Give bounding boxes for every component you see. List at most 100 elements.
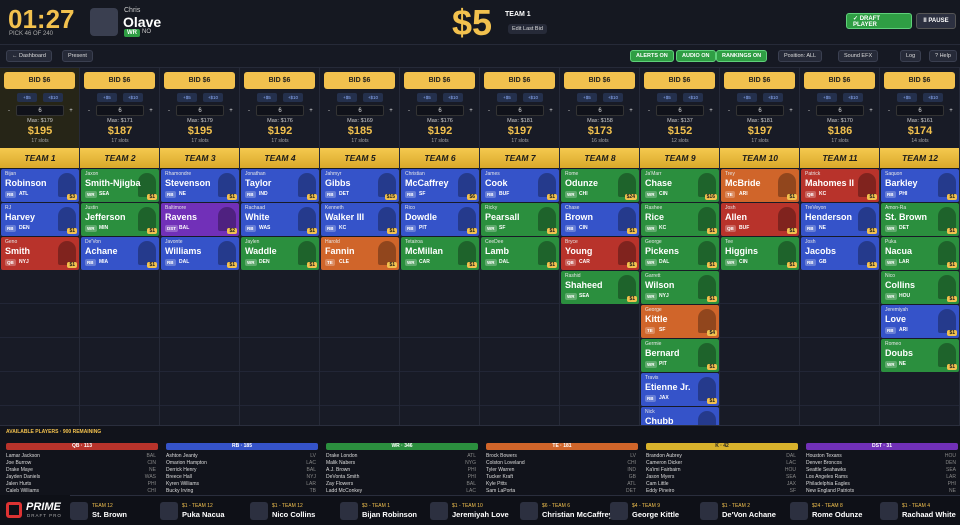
bid-input[interactable]: 6	[896, 105, 944, 116]
available-player[interactable]: Jason Myers SEA	[646, 474, 796, 480]
bid-input[interactable]: 6	[336, 105, 384, 116]
sound-efx[interactable]: Sound EFX	[838, 50, 879, 62]
minus-button[interactable]: -	[248, 107, 250, 114]
available-player[interactable]: Tucker Kraft GB	[486, 474, 636, 480]
plus10-button[interactable]: +$10	[603, 93, 623, 102]
bid-input[interactable]: 6	[16, 105, 64, 116]
bid-input[interactable]: 6	[416, 105, 464, 116]
plus10-button[interactable]: +$10	[43, 93, 63, 102]
bid-input[interactable]: 6	[816, 105, 864, 116]
available-player[interactable]: Caleb Williams CHI	[6, 488, 156, 494]
rankings-toggle[interactable]: RANKINGS ON	[716, 50, 768, 62]
plus-button[interactable]: +	[69, 107, 73, 114]
available-player[interactable]: Cam Little JAX	[646, 481, 796, 487]
plus10-button[interactable]: +$10	[283, 93, 303, 102]
log-button[interactable]: Log	[900, 50, 922, 62]
available-player[interactable]: Omarion Hampton LAC	[166, 460, 316, 466]
bid-button[interactable]: BID $6	[884, 72, 955, 89]
available-player[interactable]: Philadelphia Eagles PHI	[806, 481, 956, 487]
plus-button[interactable]: +	[149, 107, 153, 114]
plus5-button[interactable]: +$5	[497, 93, 517, 102]
available-player[interactable]: Joe Burrow CIN	[6, 460, 156, 466]
available-player[interactable]: Lamar Jackson BAL	[6, 453, 156, 459]
bid-button[interactable]: BID $6	[244, 72, 315, 89]
minus-button[interactable]: -	[568, 107, 570, 114]
plus-button[interactable]: +	[389, 107, 393, 114]
alerts-toggle[interactable]: ALERTS ON	[630, 50, 674, 62]
available-player[interactable]: Zay Flowers BAL	[326, 481, 476, 487]
minus-button[interactable]: -	[728, 107, 730, 114]
available-player[interactable]: Denver Broncos DEN	[806, 460, 956, 466]
available-player[interactable]: Derrick Henry BAL	[166, 467, 316, 473]
minus-button[interactable]: -	[328, 107, 330, 114]
bid-button[interactable]: BID $6	[164, 72, 235, 89]
plus-button[interactable]: +	[549, 107, 553, 114]
plus10-button[interactable]: +$10	[843, 93, 863, 102]
plus10-button[interactable]: +$10	[763, 93, 783, 102]
available-player[interactable]: Brock Bowers LV	[486, 453, 636, 459]
plus5-button[interactable]: +$5	[97, 93, 117, 102]
plus-button[interactable]: +	[869, 107, 873, 114]
bid-button[interactable]: BID $6	[324, 72, 395, 89]
plus5-button[interactable]: +$5	[417, 93, 437, 102]
available-player[interactable]: Cameron Dicker LAC	[646, 460, 796, 466]
plus5-button[interactable]: +$5	[577, 93, 597, 102]
bid-button[interactable]: BID $6	[4, 72, 75, 89]
bid-input[interactable]: 6	[496, 105, 544, 116]
plus10-button[interactable]: +$10	[203, 93, 223, 102]
available-player[interactable]: Malik Nabers NYG	[326, 460, 476, 466]
plus10-button[interactable]: +$10	[523, 93, 543, 102]
available-player[interactable]: Jalen Hurts PHI	[6, 481, 156, 487]
minus-button[interactable]: -	[488, 107, 490, 114]
plus10-button[interactable]: +$10	[123, 93, 143, 102]
available-player[interactable]: Kyle Pitts ATL	[486, 481, 636, 487]
available-player[interactable]: Colston Loveland CHI	[486, 460, 636, 466]
bid-input[interactable]: 6	[736, 105, 784, 116]
available-player[interactable]: Los Angeles Rams LAR	[806, 474, 956, 480]
bid-button[interactable]: BID $6	[484, 72, 555, 89]
plus5-button[interactable]: +$5	[817, 93, 837, 102]
available-player[interactable]: Drake Maye NE	[6, 467, 156, 473]
plus-button[interactable]: +	[789, 107, 793, 114]
minus-button[interactable]: -	[8, 107, 10, 114]
available-player[interactable]: DeVonta Smith PHI	[326, 474, 476, 480]
bid-input[interactable]: 6	[656, 105, 704, 116]
plus10-button[interactable]: +$10	[683, 93, 703, 102]
minus-button[interactable]: -	[168, 107, 170, 114]
plus-button[interactable]: +	[629, 107, 633, 114]
plus5-button[interactable]: +$5	[337, 93, 357, 102]
plus5-button[interactable]: +$5	[257, 93, 277, 102]
available-player[interactable]: Sam LaPorta DET	[486, 488, 636, 494]
plus-button[interactable]: +	[229, 107, 233, 114]
minus-button[interactable]: -	[408, 107, 410, 114]
minus-button[interactable]: -	[808, 107, 810, 114]
edit-last-bid[interactable]: Edit Last Bid	[508, 24, 547, 34]
available-player[interactable]: Jayden Daniels WAS	[6, 474, 156, 480]
plus5-button[interactable]: +$5	[177, 93, 197, 102]
plus5-button[interactable]: +$5	[17, 93, 37, 102]
available-player[interactable]: Drake London ATL	[326, 453, 476, 459]
bid-button[interactable]: BID $6	[644, 72, 715, 89]
available-player[interactable]: Eddy Pineiro SF	[646, 488, 796, 494]
available-player[interactable]: Breece Hall NYJ	[166, 474, 316, 480]
available-player[interactable]: Houston Texans HOU	[806, 453, 956, 459]
help-button[interactable]: ? Help	[929, 50, 957, 62]
available-player[interactable]: A.J. Brown PHI	[326, 467, 476, 473]
plus10-button[interactable]: +$10	[363, 93, 383, 102]
plus10-button[interactable]: +$10	[443, 93, 463, 102]
available-player[interactable]: Seattle Seahawks SEA	[806, 467, 956, 473]
plus-button[interactable]: +	[309, 107, 313, 114]
bid-button[interactable]: BID $6	[724, 72, 795, 89]
plus-button[interactable]: +	[469, 107, 473, 114]
position-filter[interactable]: Position: ALL	[778, 50, 823, 62]
minus-button[interactable]: -	[888, 107, 890, 114]
available-player[interactable]: Ashton Jeanty LV	[166, 453, 316, 459]
bid-button[interactable]: BID $6	[804, 72, 875, 89]
available-player[interactable]: Brandon Aubrey DAL	[646, 453, 796, 459]
bid-input[interactable]: 6	[576, 105, 624, 116]
bid-input[interactable]: 6	[176, 105, 224, 116]
plus5-button[interactable]: +$5	[897, 93, 917, 102]
audio-toggle[interactable]: AUDIO ON	[676, 50, 716, 62]
present-button[interactable]: Present	[62, 50, 93, 62]
bid-button[interactable]: BID $6	[564, 72, 635, 89]
